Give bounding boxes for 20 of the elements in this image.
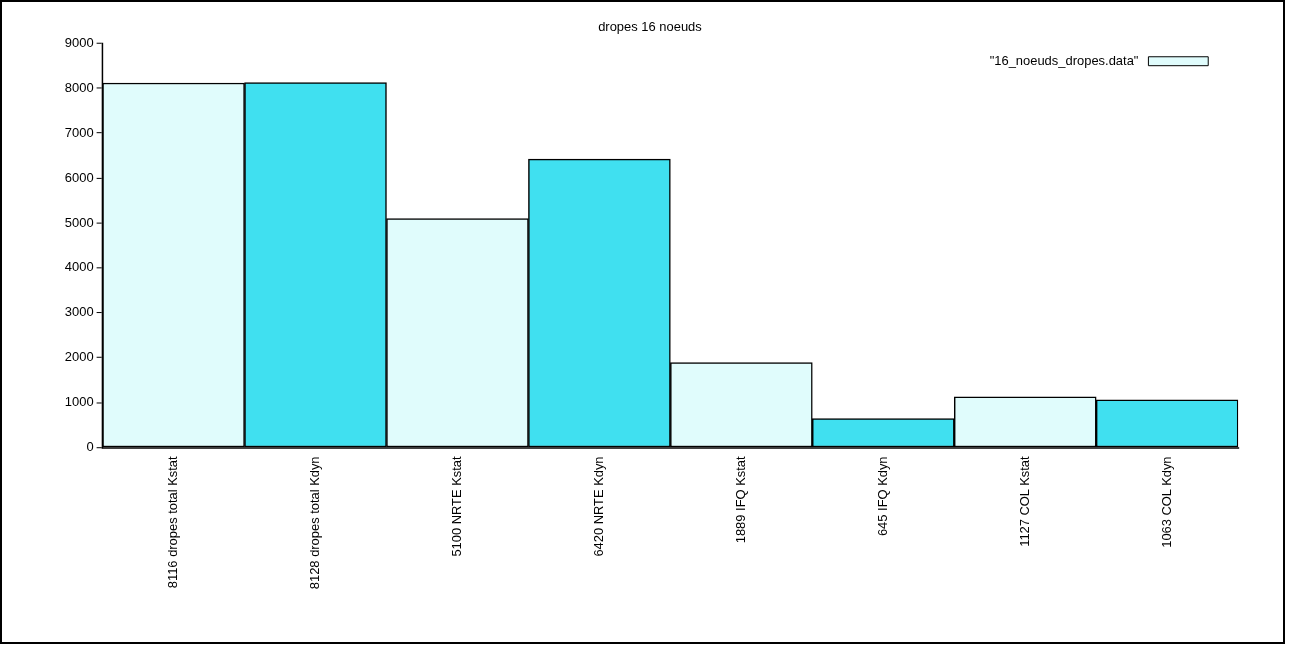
x-tick-label: 6420 NRTE Kdyn (590, 456, 606, 557)
x-tick-label: 1889 IFQ Kstat (732, 456, 748, 544)
x-tick-label: 5100 NRTE Kstat (449, 456, 465, 557)
y-tick-label: 9000 (64, 34, 94, 50)
y-tick-label: 8000 (64, 79, 94, 95)
x-tick-label: 645 IFQ Kdyn (874, 456, 890, 537)
y-tick-label: 5000 (64, 214, 94, 230)
y-tick-label: 4000 (64, 259, 94, 275)
x-tick-label: 8128 dropes total Kdyn (307, 456, 323, 590)
x-tick-label: 1063 COL Kdyn (1158, 456, 1174, 548)
y-tick-label: 3000 (64, 304, 94, 320)
y-tick-label: 7000 (64, 124, 94, 140)
y-tick-label: 0 (86, 439, 94, 455)
x-tick-label: 8116 dropes total Kstat (165, 456, 181, 589)
y-tick-label: 2000 (64, 349, 94, 365)
y-tick-label: 1000 (64, 394, 94, 410)
chart-title: dropes 16 noeuds (598, 19, 702, 35)
x-tick-label: 1127 COL Kstat (1016, 456, 1032, 547)
y-tick-label: 6000 (64, 169, 94, 185)
legend-label: "16_noeuds_dropes.data" (989, 52, 1139, 68)
